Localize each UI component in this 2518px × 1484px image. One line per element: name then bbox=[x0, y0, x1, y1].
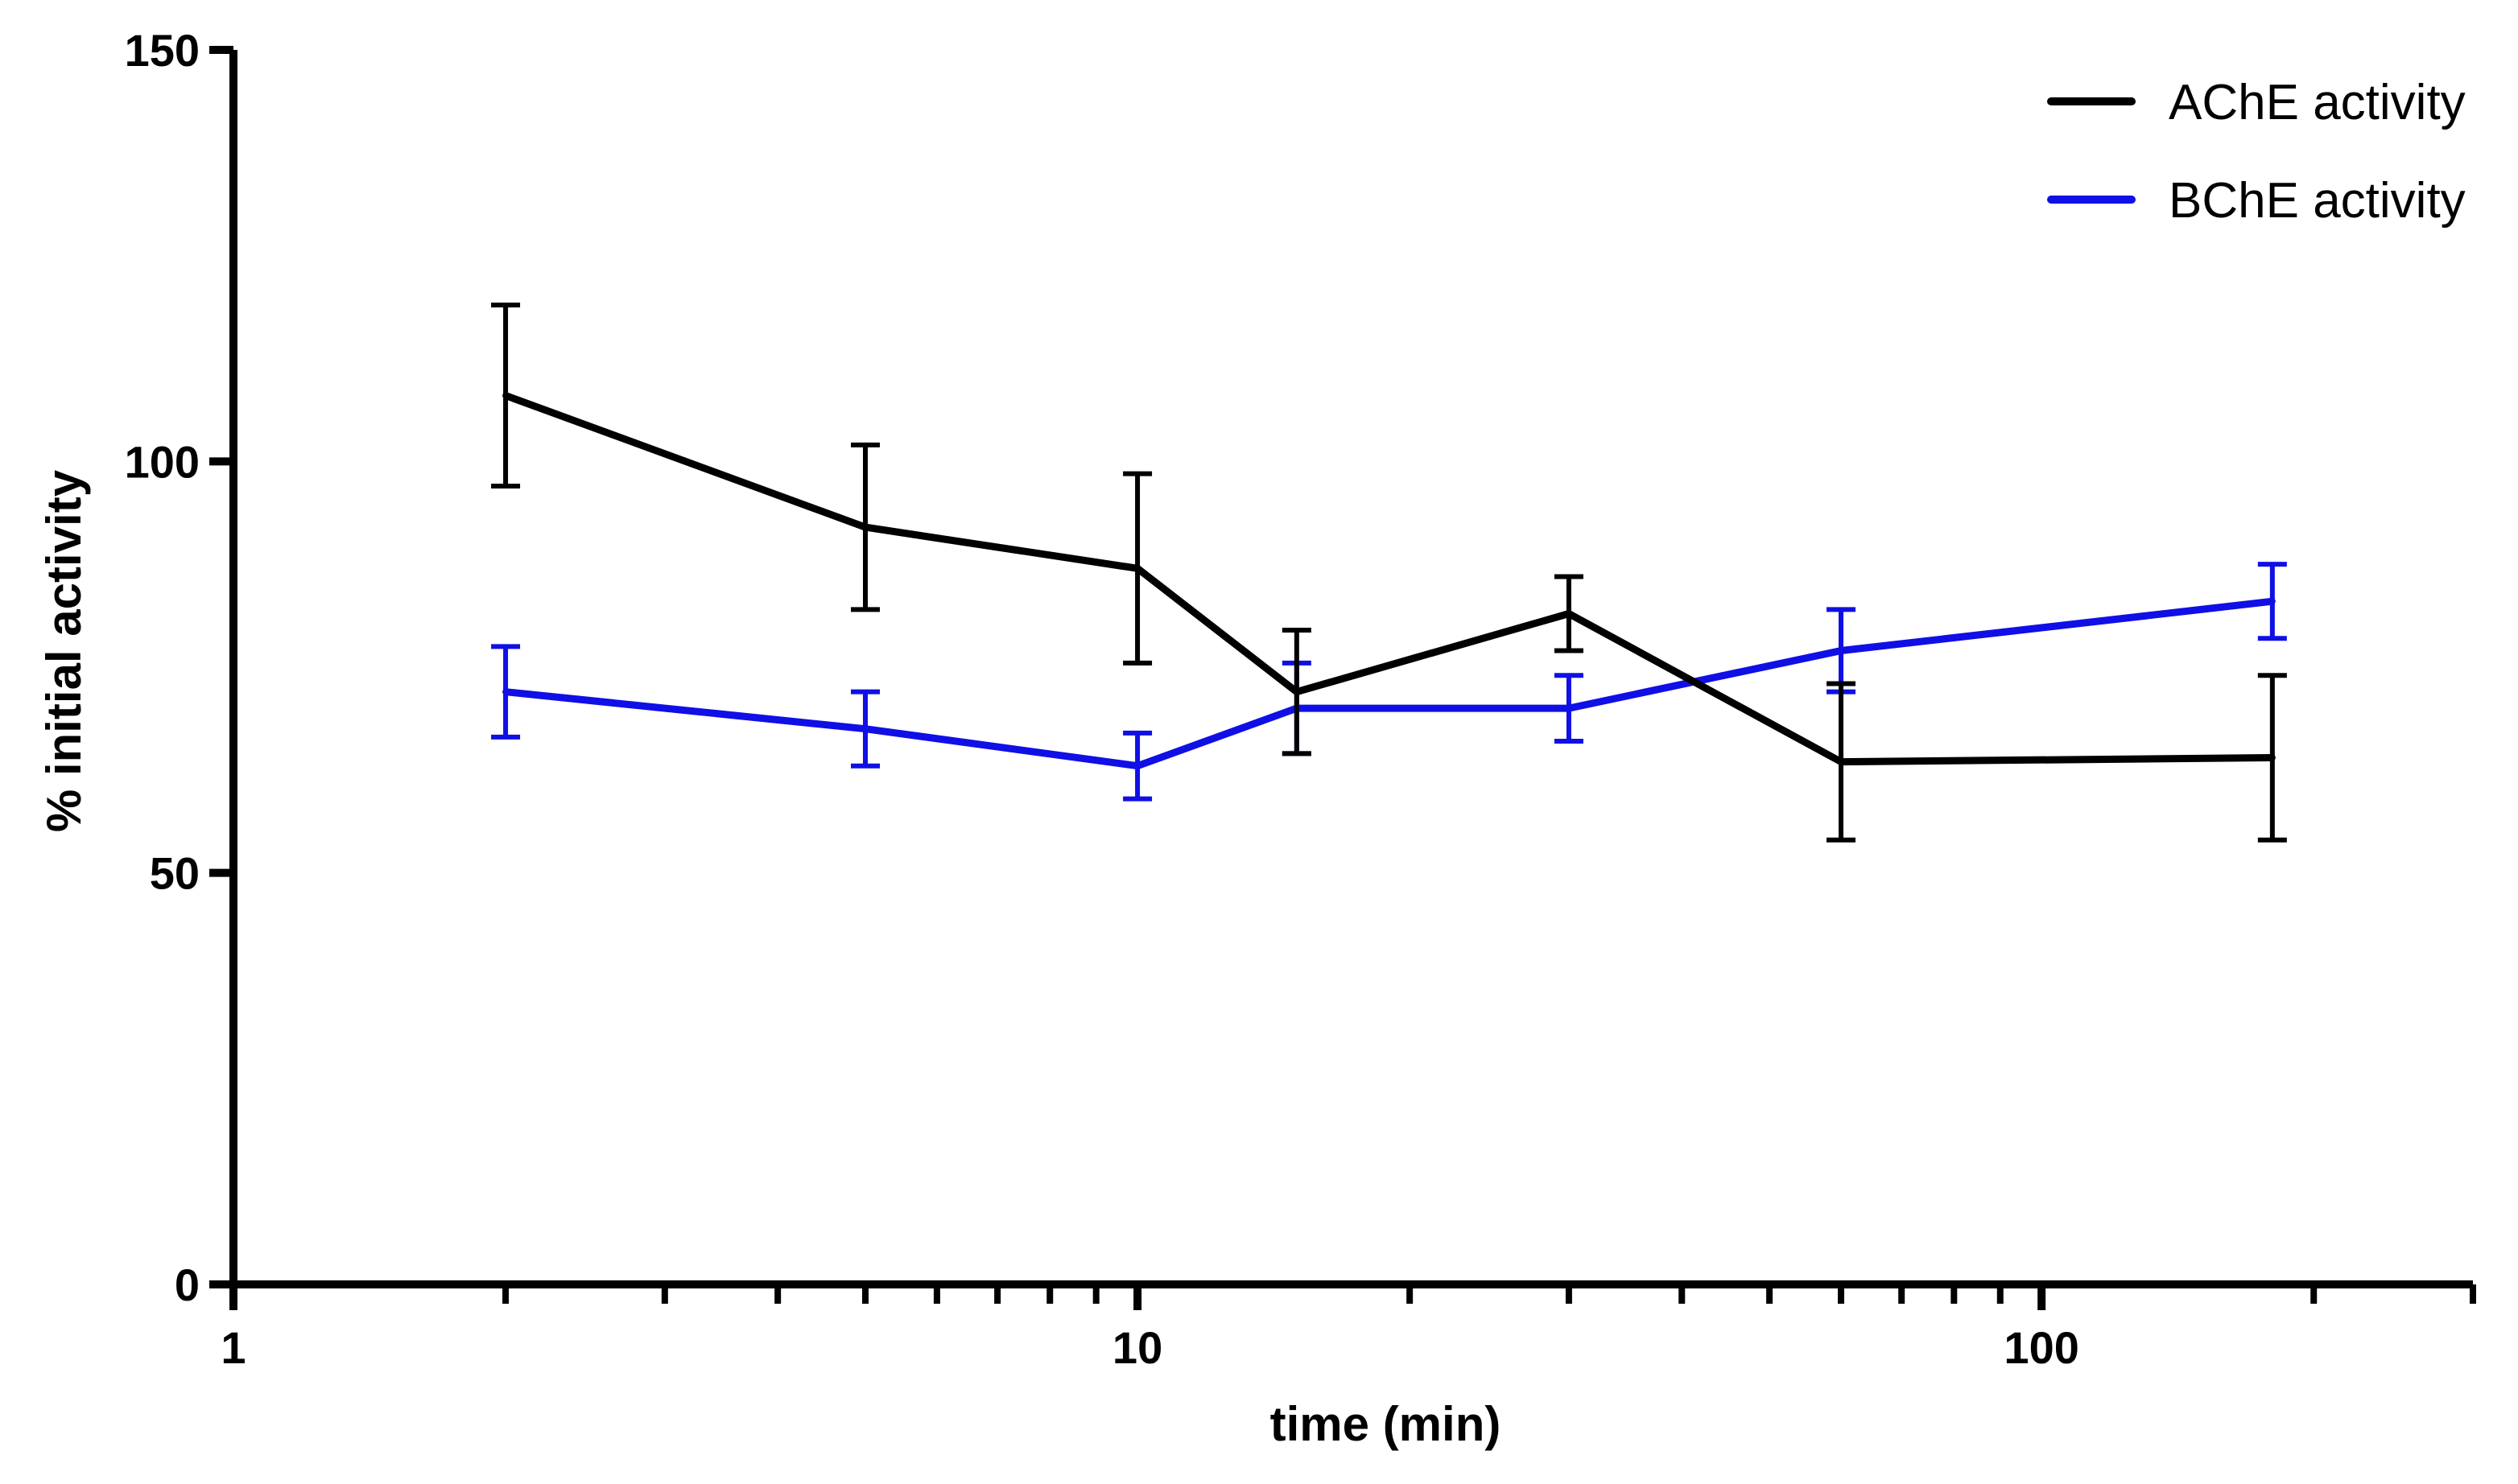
bche-point bbox=[1565, 705, 1572, 712]
ache-point bbox=[861, 524, 869, 531]
legend-label-bche: BChE activity bbox=[2169, 173, 2466, 229]
legend-label-ache: AChE activity bbox=[2169, 75, 2466, 130]
x-tick-label: 100 bbox=[2004, 1322, 2078, 1373]
x-tick-label: 1 bbox=[221, 1322, 246, 1373]
y-tick-label: 50 bbox=[150, 848, 200, 899]
axes: 0 50 100 150 1 10 100 bbox=[125, 25, 2476, 1373]
ache-point bbox=[1565, 610, 1572, 617]
series-layer bbox=[491, 303, 2287, 843]
bche-point bbox=[861, 725, 869, 732]
bche-point bbox=[2268, 598, 2276, 605]
ache-point bbox=[502, 392, 510, 399]
ache-point bbox=[1293, 688, 1300, 695]
legend: AChE activity BChE activity bbox=[2047, 75, 2466, 229]
ache-point bbox=[1838, 758, 1845, 765]
y-tick-label: 150 bbox=[125, 25, 200, 76]
y-tick-label: 100 bbox=[125, 436, 200, 487]
y-axis-title: % initial activity bbox=[37, 469, 91, 832]
ache-point bbox=[1134, 565, 1141, 572]
bche-point bbox=[1134, 762, 1141, 769]
bche-point bbox=[502, 688, 510, 695]
ache-point bbox=[2268, 754, 2276, 761]
bche-line bbox=[505, 597, 2273, 770]
x-tick-label: 10 bbox=[1112, 1322, 1162, 1373]
x-axis-title: time (min) bbox=[1270, 1397, 1501, 1451]
ache-series bbox=[491, 303, 2287, 843]
y-tick-label: 0 bbox=[175, 1259, 200, 1310]
bche-point bbox=[1838, 647, 1845, 654]
